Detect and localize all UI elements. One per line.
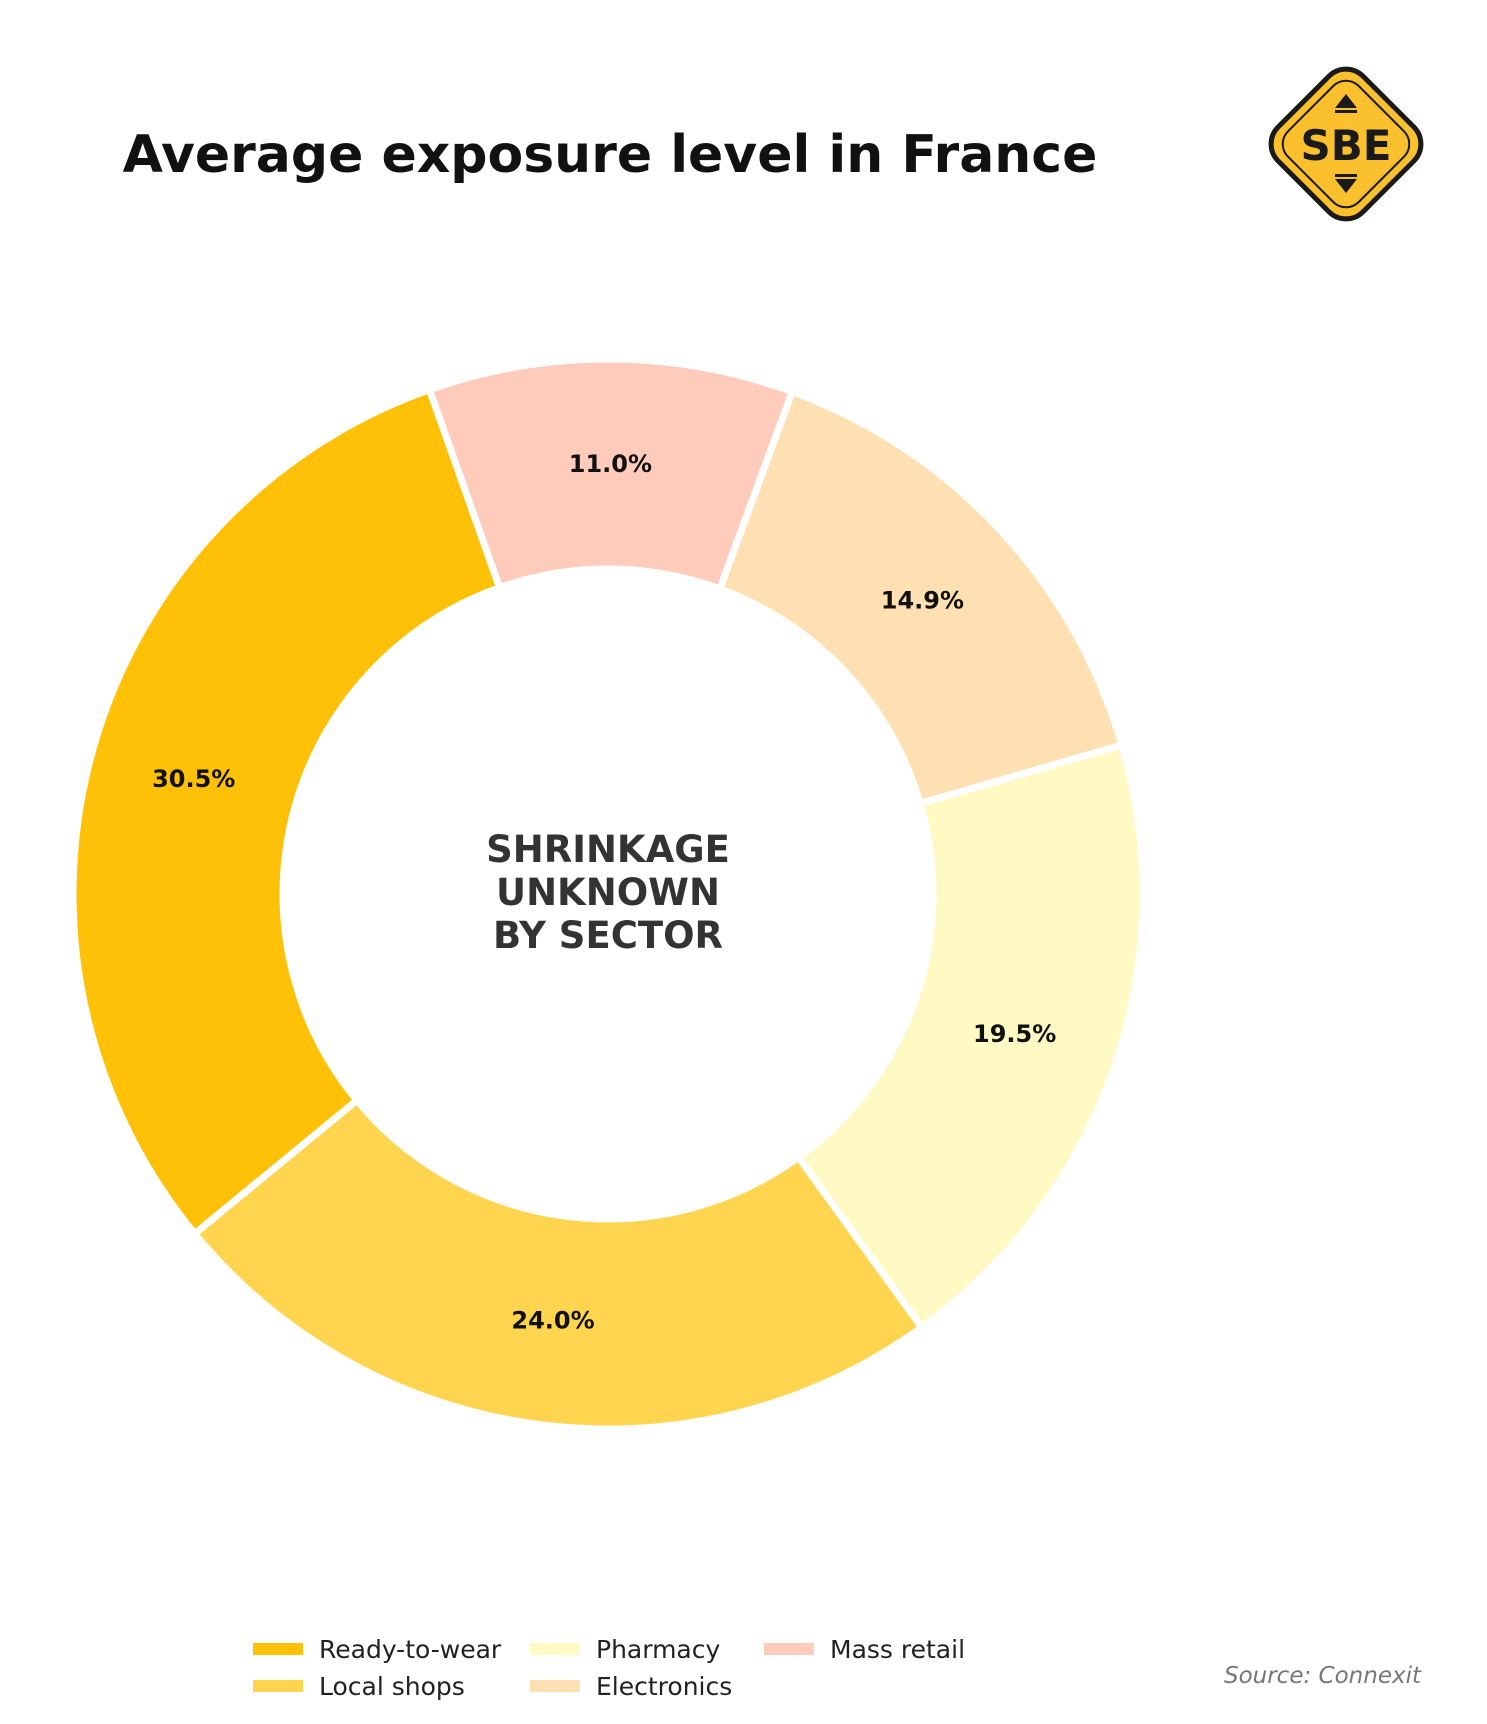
slice-ready-to-wear — [69, 386, 504, 1238]
source-note: Source: Connexit — [1223, 1663, 1421, 1689]
legend-item-ready-to-wear: Ready-to-wear — [253, 1632, 501, 1666]
slice-label-local-shops: 24.0% — [511, 1306, 594, 1334]
center-label-line-2: UNKNOWN — [496, 871, 720, 914]
legend-label: Ready-to-wear — [319, 1634, 502, 1664]
legend-item-mass-retail: Mass retail — [764, 1632, 965, 1666]
legend-swatch — [253, 1643, 303, 1655]
logo-arrow-down-icon — [1335, 179, 1357, 193]
legend-label: Local shops — [319, 1671, 465, 1701]
sbe-logo: SBE — [1268, 66, 1424, 222]
logo-arrow-up-icon — [1335, 94, 1357, 108]
legend-item-local-shops: Local shops — [253, 1669, 465, 1703]
logo-diamond-inner — [1281, 79, 1411, 209]
slice-pharmacy — [795, 741, 1147, 1331]
legend-swatch — [530, 1643, 580, 1655]
legend-label: Electronics — [596, 1671, 733, 1701]
slice-label-pharmacy: 19.5% — [973, 1020, 1056, 1048]
legend-item-electronics: Electronics — [530, 1669, 732, 1703]
slice-local-shops — [191, 1096, 926, 1433]
legend-label: Pharmacy — [596, 1634, 721, 1664]
center-label-line-3: BY SECTOR — [493, 914, 723, 957]
donut-slices — [69, 355, 1147, 1433]
legend-swatch — [764, 1643, 814, 1655]
slice-label-ready-to-wear: 30.5% — [152, 765, 235, 793]
legend: Ready-to-wear Local shops Pharmacy Elect… — [253, 1632, 1053, 1712]
chart-title: Average exposure level in France — [122, 125, 1098, 185]
legend-swatch — [253, 1680, 303, 1692]
slice-label-electronics: 14.9% — [881, 587, 964, 615]
center-label-line-1: SHRINKAGE — [486, 828, 730, 871]
legend-item-pharmacy: Pharmacy — [530, 1632, 720, 1666]
legend-label: Mass retail — [830, 1634, 966, 1664]
slice-electronics — [716, 388, 1126, 808]
slice-label-mass-retail: 11.0% — [569, 450, 652, 478]
slice-mass-retail — [425, 355, 796, 593]
legend-swatch — [530, 1680, 580, 1692]
logo-text: SBE — [1301, 121, 1392, 170]
donut-slice-labels: 11.0% 14.9% 19.5% 24.0% 30.5% — [152, 450, 1056, 1334]
logo-diamond — [1268, 66, 1424, 222]
